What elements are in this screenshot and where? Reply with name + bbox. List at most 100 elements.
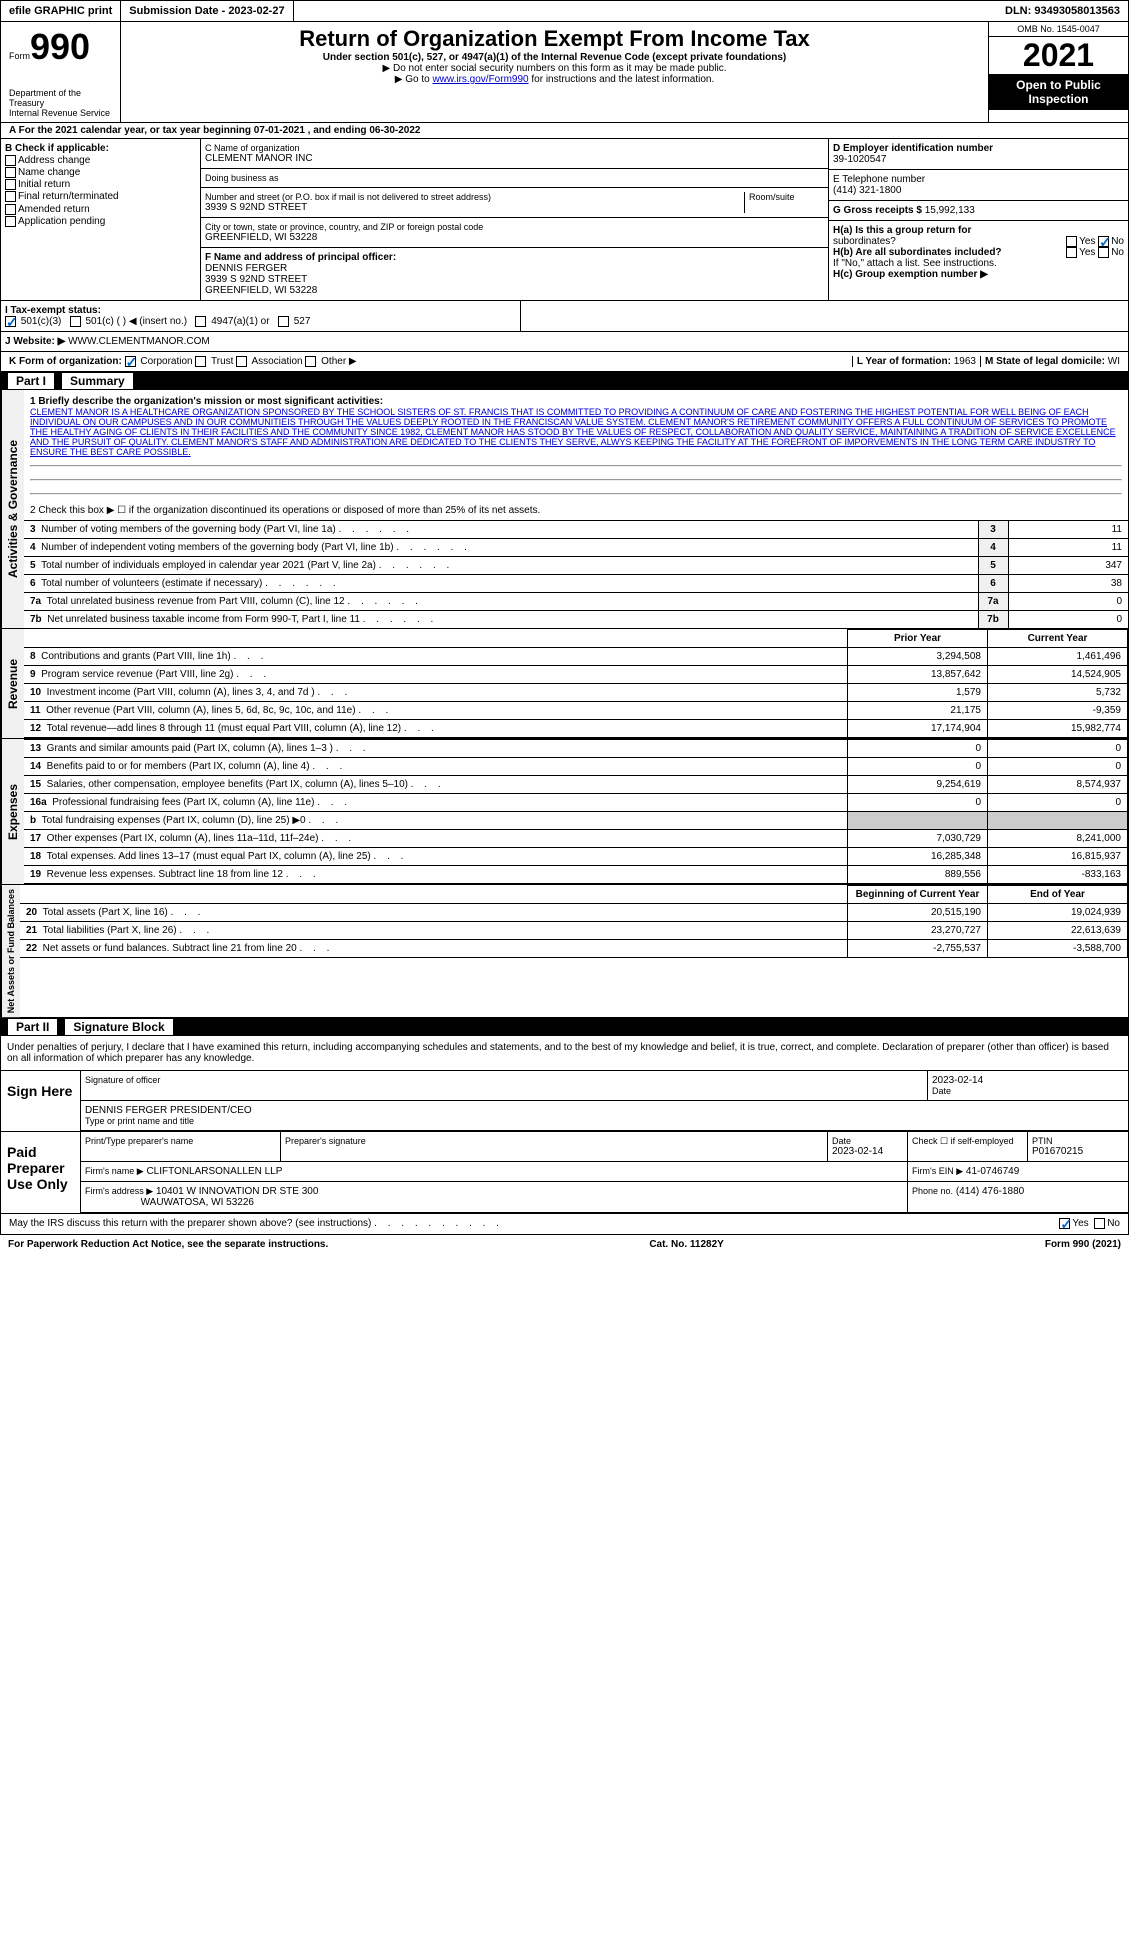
- discuss-no[interactable]: [1094, 1218, 1105, 1229]
- sign-here-label: Sign Here: [1, 1071, 81, 1131]
- form-label: Form: [9, 51, 30, 61]
- check-trust[interactable]: [195, 356, 206, 367]
- fin-py: 0: [848, 758, 988, 776]
- check-address[interactable]: Address change: [5, 155, 196, 166]
- discuss-yes[interactable]: [1059, 1218, 1070, 1229]
- fin-line-label: 9 Program service revenue (Part VIII, li…: [24, 666, 848, 684]
- firm-name: CLIFTONLARSONALLEN LLP: [146, 1166, 282, 1177]
- line-2: 2 Check this box ▶ ☐ if the organization…: [24, 501, 1128, 520]
- check-527[interactable]: [278, 316, 289, 327]
- ha-no[interactable]: [1098, 236, 1109, 247]
- form-number-block: Form990 Department of the Treasury Inter…: [1, 22, 121, 122]
- check-4947[interactable]: [195, 316, 206, 327]
- form-number: 990: [30, 26, 90, 67]
- gov-line-label: 4 Number of independent voting members o…: [24, 539, 978, 557]
- fin-cy: -3,588,700: [988, 940, 1128, 958]
- fin-line-label: 21 Total liabilities (Part X, line 26) .…: [20, 922, 848, 940]
- preparer-label: Paid Preparer Use Only: [1, 1132, 81, 1213]
- check-other[interactable]: [305, 356, 316, 367]
- fin-line-label: 14 Benefits paid to or for members (Part…: [24, 758, 848, 776]
- check-corp[interactable]: [125, 356, 136, 367]
- fin-cy: 5,732: [988, 684, 1128, 702]
- gov-line-val: 0: [1008, 611, 1128, 629]
- phone-label: E Telephone number: [833, 174, 1124, 185]
- row-j: J Website: ▶ WWW.CLEMENTMANOR.COM: [0, 332, 1129, 352]
- gov-line-num: 5: [978, 557, 1008, 575]
- dln: DLN: 93493058013563: [997, 1, 1128, 21]
- fin-cy: 8,241,000: [988, 830, 1128, 848]
- gov-line-label: 3 Number of voting members of the govern…: [24, 521, 978, 539]
- ptin-value: P01670215: [1032, 1146, 1124, 1157]
- fin-cy: 16,815,937: [988, 848, 1128, 866]
- fin-cy: 8,574,937: [988, 776, 1128, 794]
- fin-py: [848, 812, 988, 830]
- fin-py: 9,254,619: [848, 776, 988, 794]
- prep-sig-label: Preparer's signature: [281, 1132, 828, 1161]
- pra-notice: For Paperwork Reduction Act Notice, see …: [8, 1239, 328, 1250]
- part1-label: Part I: [8, 373, 54, 389]
- part2-header: Part IISignature Block: [0, 1018, 1129, 1036]
- fin-line-label: 22 Net assets or fund balances. Subtract…: [20, 940, 848, 958]
- officer-addr2: GREENFIELD, WI 53228: [205, 285, 824, 296]
- fin-line-label: 15 Salaries, other compensation, employe…: [24, 776, 848, 794]
- check-initial[interactable]: Initial return: [5, 179, 196, 190]
- col-d: D Employer identification number 39-1020…: [828, 139, 1128, 300]
- fin-py: -2,755,537: [848, 940, 988, 958]
- discuss-row: May the IRS discuss this return with the…: [0, 1214, 1129, 1234]
- ein-label: D Employer identification number: [833, 143, 1124, 154]
- fin-py: 20,515,190: [848, 904, 988, 922]
- ha-label: H(a) Is this a group return for: [833, 225, 971, 236]
- check-amended[interactable]: Amended return: [5, 204, 196, 215]
- sig-date-label: Date: [932, 1086, 1124, 1096]
- ha-yes[interactable]: [1066, 236, 1077, 247]
- firm-ein-label: Firm's EIN ▶: [912, 1166, 963, 1176]
- fin-cy: 1,461,496: [988, 648, 1128, 666]
- check-501c[interactable]: [70, 316, 81, 327]
- fin-cy: -833,163: [988, 866, 1128, 884]
- cat-no: Cat. No. 11282Y: [649, 1239, 723, 1250]
- irs-link[interactable]: www.irs.gov/Form990: [432, 74, 528, 85]
- city-state-zip: GREENFIELD, WI 53228: [205, 232, 824, 243]
- check-final[interactable]: Final return/terminated: [5, 191, 196, 202]
- box-c: C Name of organization CLEMENT MANOR INC…: [201, 139, 828, 300]
- gov-line-num: 3: [978, 521, 1008, 539]
- form-title: Return of Organization Exempt From Incom…: [125, 26, 984, 52]
- revenue-section: Revenue Prior YearCurrent Year 8 Contrib…: [0, 629, 1129, 739]
- fin-py: 0: [848, 794, 988, 812]
- check-501c3[interactable]: [5, 316, 16, 327]
- room-label: Room/suite: [744, 192, 824, 213]
- fin-line-label: 20 Total assets (Part X, line 16) . . .: [20, 904, 848, 922]
- gov-line-num: 7b: [978, 611, 1008, 629]
- gov-line-val: 11: [1008, 539, 1128, 557]
- instr-ssn: ▶ Do not enter social security numbers o…: [125, 63, 984, 74]
- discuss-label: May the IRS discuss this return with the…: [9, 1218, 503, 1229]
- check-pending[interactable]: Application pending: [5, 216, 196, 227]
- website-label: J Website: ▶: [5, 336, 65, 347]
- governance-table: 3 Number of voting members of the govern…: [24, 520, 1128, 628]
- netassets-table: Beginning of Current YearEnd of Year 20 …: [20, 885, 1128, 958]
- sign-here-block: Sign Here Signature of officer 2023-02-1…: [0, 1071, 1129, 1132]
- officer-label: F Name and address of principal officer:: [205, 252, 824, 263]
- fin-py: 0: [848, 740, 988, 758]
- expenses-section: Expenses 13 Grants and similar amounts p…: [0, 739, 1129, 885]
- check-assoc[interactable]: [236, 356, 247, 367]
- city-label: City or town, state or province, country…: [205, 222, 824, 232]
- officer-typed-name: DENNIS FERGER PRESIDENT/CEO: [85, 1105, 1124, 1116]
- fin-cy: 19,024,939: [988, 904, 1128, 922]
- hb-yes[interactable]: [1066, 247, 1077, 258]
- ha-sub: subordinates?: [833, 236, 896, 247]
- firm-phone: (414) 476-1880: [956, 1186, 1024, 1197]
- hb-no[interactable]: [1098, 247, 1109, 258]
- fin-cy: 0: [988, 740, 1128, 758]
- check-name[interactable]: Name change: [5, 167, 196, 178]
- hb-note: If "No," attach a list. See instructions…: [833, 258, 1124, 269]
- gov-line-num: 6: [978, 575, 1008, 593]
- fin-py: 13,857,642: [848, 666, 988, 684]
- sig-date: 2023-02-14: [932, 1075, 1124, 1086]
- org-name-label: C Name of organization: [205, 143, 824, 153]
- firm-name-label: Firm's name ▶: [85, 1166, 144, 1176]
- officer-name: DENNIS FERGER: [205, 263, 824, 274]
- activities-governance: Activities & Governance 1 Briefly descri…: [0, 390, 1129, 629]
- fin-cy: -9,359: [988, 702, 1128, 720]
- self-emp-label: Check ☐ if self-employed: [908, 1132, 1028, 1161]
